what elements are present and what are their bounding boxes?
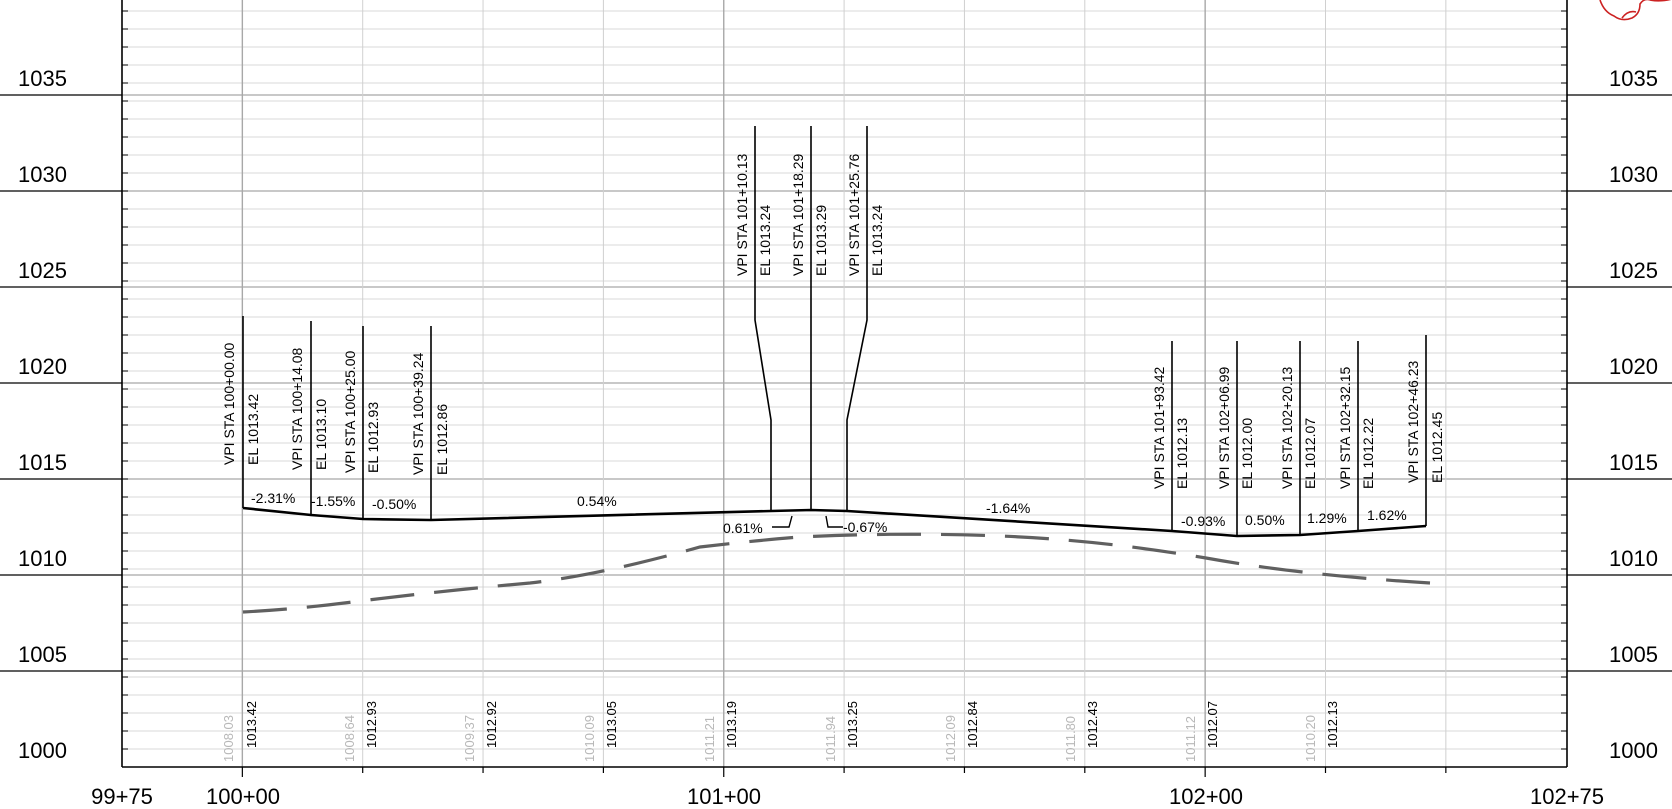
vpi-elevation-text: EL 1012.13 (1174, 418, 1190, 489)
proposed-elevation-value: 1013.19 (724, 701, 739, 748)
vpi-elevation-text: EL 1012.07 (1302, 418, 1318, 489)
existing-elevation-value: 1012.09 (943, 715, 958, 762)
existing-elevation-value: 1009.37 (462, 715, 477, 762)
grade-label: 0.50% (1245, 512, 1285, 528)
grade-label: -0.67% (843, 519, 887, 535)
grade-leaders (772, 515, 843, 528)
vpi-elevation-text: EL 1012.86 (434, 404, 450, 475)
existing-elevation-value: 1011.94 (823, 716, 838, 762)
elevation-label-right: 1020 (1609, 354, 1658, 379)
vpi-elevation-text: EL 1013.29 (813, 205, 829, 276)
vpi-station-text: VPI STA 100+25.00 (342, 350, 358, 473)
grade-label: -1.64% (986, 500, 1030, 516)
grade-label: 0.54% (577, 493, 617, 509)
vpi-station-text: VPI STA 102+32.15 (1337, 366, 1353, 489)
vpi-station-text: VPI STA 100+00.00 (221, 342, 237, 465)
elevation-label-left: 1000 (18, 738, 67, 763)
existing-elevation-value: 1008.64 (342, 715, 357, 762)
existing-elevation-value: 1011.12 (1183, 716, 1198, 762)
vpi-station-text: VPI STA 102+20.13 (1279, 366, 1295, 489)
grade-label: 1.62% (1367, 507, 1407, 523)
grade-label: -2.31% (251, 490, 295, 506)
grade-label: -0.50% (372, 496, 416, 512)
vpi-elevation-text: EL 1013.24 (869, 205, 885, 276)
grade-label: 1.29% (1307, 510, 1347, 526)
revision-cloud-icon (1599, 0, 1672, 21)
grade-label: -1.55% (311, 493, 355, 509)
vpi-elevation-text: EL 1013.24 (757, 205, 773, 276)
grade-label: -0.93% (1181, 513, 1225, 529)
vpi-elevation-text: EL 1013.42 (245, 394, 261, 465)
proposed-elevation-value: 1013.05 (604, 701, 619, 748)
elevation-label-left: 1015 (18, 450, 67, 475)
vpi-station-text: VPI STA 102+06.99 (1216, 366, 1232, 489)
proposed-elevation-value: 1012.43 (1085, 701, 1100, 748)
proposed-elevation-value: 1012.84 (965, 701, 980, 748)
elevation-label-right: 1035 (1609, 66, 1658, 91)
vpi-leaders (242, 126, 1427, 536)
existing-elevation-value: 1010.20 (1303, 715, 1318, 762)
elevation-axis: 1035 1030 1025 1020 1015 1010 1005 1000 … (18, 66, 1658, 763)
elevation-label-left: 1030 (18, 162, 67, 187)
elevation-label-right: 1005 (1609, 642, 1658, 667)
existing-elevation-value: 1010.09 (582, 715, 597, 762)
station-label: 102+75 (1530, 784, 1604, 809)
vpi-station-text: VPI STA 101+25.76 (846, 153, 862, 276)
elevation-label-right: 1015 (1609, 450, 1658, 475)
elevation-label-left: 1005 (18, 642, 67, 667)
proposed-elevation-value: 1012.13 (1325, 701, 1340, 748)
vpi-station-text: VPI STA 102+46.23 (1405, 360, 1421, 483)
proposed-profile-line (242, 506, 1427, 538)
grid (0, 0, 1672, 777)
station-label: 101+00 (687, 784, 761, 809)
elevation-label-right: 1000 (1609, 738, 1658, 763)
vpi-elevation-text: EL 1012.00 (1239, 418, 1255, 489)
proposed-elevation-value: 1012.07 (1205, 701, 1220, 748)
vpi-elevation-text: EL 1012.93 (365, 402, 381, 473)
proposed-elevation-value: 1012.92 (484, 701, 499, 748)
proposed-elevation-value: 1013.42 (244, 701, 259, 748)
vpi-elevation-text: EL 1012.22 (1360, 418, 1376, 489)
elevation-label-left: 1025 (18, 258, 67, 283)
station-label: 99+75 (91, 784, 153, 809)
elevation-label-right: 1025 (1609, 258, 1658, 283)
elevation-label-left: 1020 (18, 354, 67, 379)
grade-label: 0.61% (723, 520, 763, 536)
vpi-station-text: VPI STA 101+10.13 (734, 153, 750, 276)
vpi-elevation-text: EL 1013.10 (313, 399, 329, 470)
vpi-station-text: VPI STA 100+39.24 (410, 352, 426, 475)
frame (121, 0, 1568, 768)
existing-elevation-value: 1008.03 (221, 715, 236, 762)
vpi-elevation-text: EL 1012.45 (1429, 412, 1445, 483)
existing-ground-line (242, 532, 1431, 614)
elevation-label-right: 1010 (1609, 546, 1658, 571)
bottom-values: 1008.03 1013.42 1008.64 1012.93 1009.37 … (221, 701, 1340, 762)
elevation-label-left: 1010 (18, 546, 67, 571)
vpi-callouts: VPI STA 100+00.00 EL 1013.42 VPI STA 100… (221, 153, 1445, 489)
existing-elevation-value: 1011.21 (702, 716, 717, 762)
station-label: 102+00 (1169, 784, 1243, 809)
vpi-station-text: VPI STA 101+18.29 (790, 153, 806, 276)
existing-elevation-value: 1011.80 (1063, 716, 1078, 762)
grade-labels: -2.31% -1.55% -0.50% 0.54% 0.61% -0.67% … (251, 490, 1407, 536)
vpi-station-text: VPI STA 101+93.42 (1151, 366, 1167, 489)
proposed-elevation-value: 1013.25 (845, 701, 860, 748)
vpi-station-text: VPI STA 100+14.08 (289, 347, 305, 470)
station-axis: 99+75 100+00 101+00 102+00 102+75 (91, 784, 1604, 809)
elevation-label-right: 1030 (1609, 162, 1658, 187)
station-label: 100+00 (206, 784, 280, 809)
elevation-label-left: 1035 (18, 66, 67, 91)
proposed-elevation-value: 1012.93 (364, 701, 379, 748)
